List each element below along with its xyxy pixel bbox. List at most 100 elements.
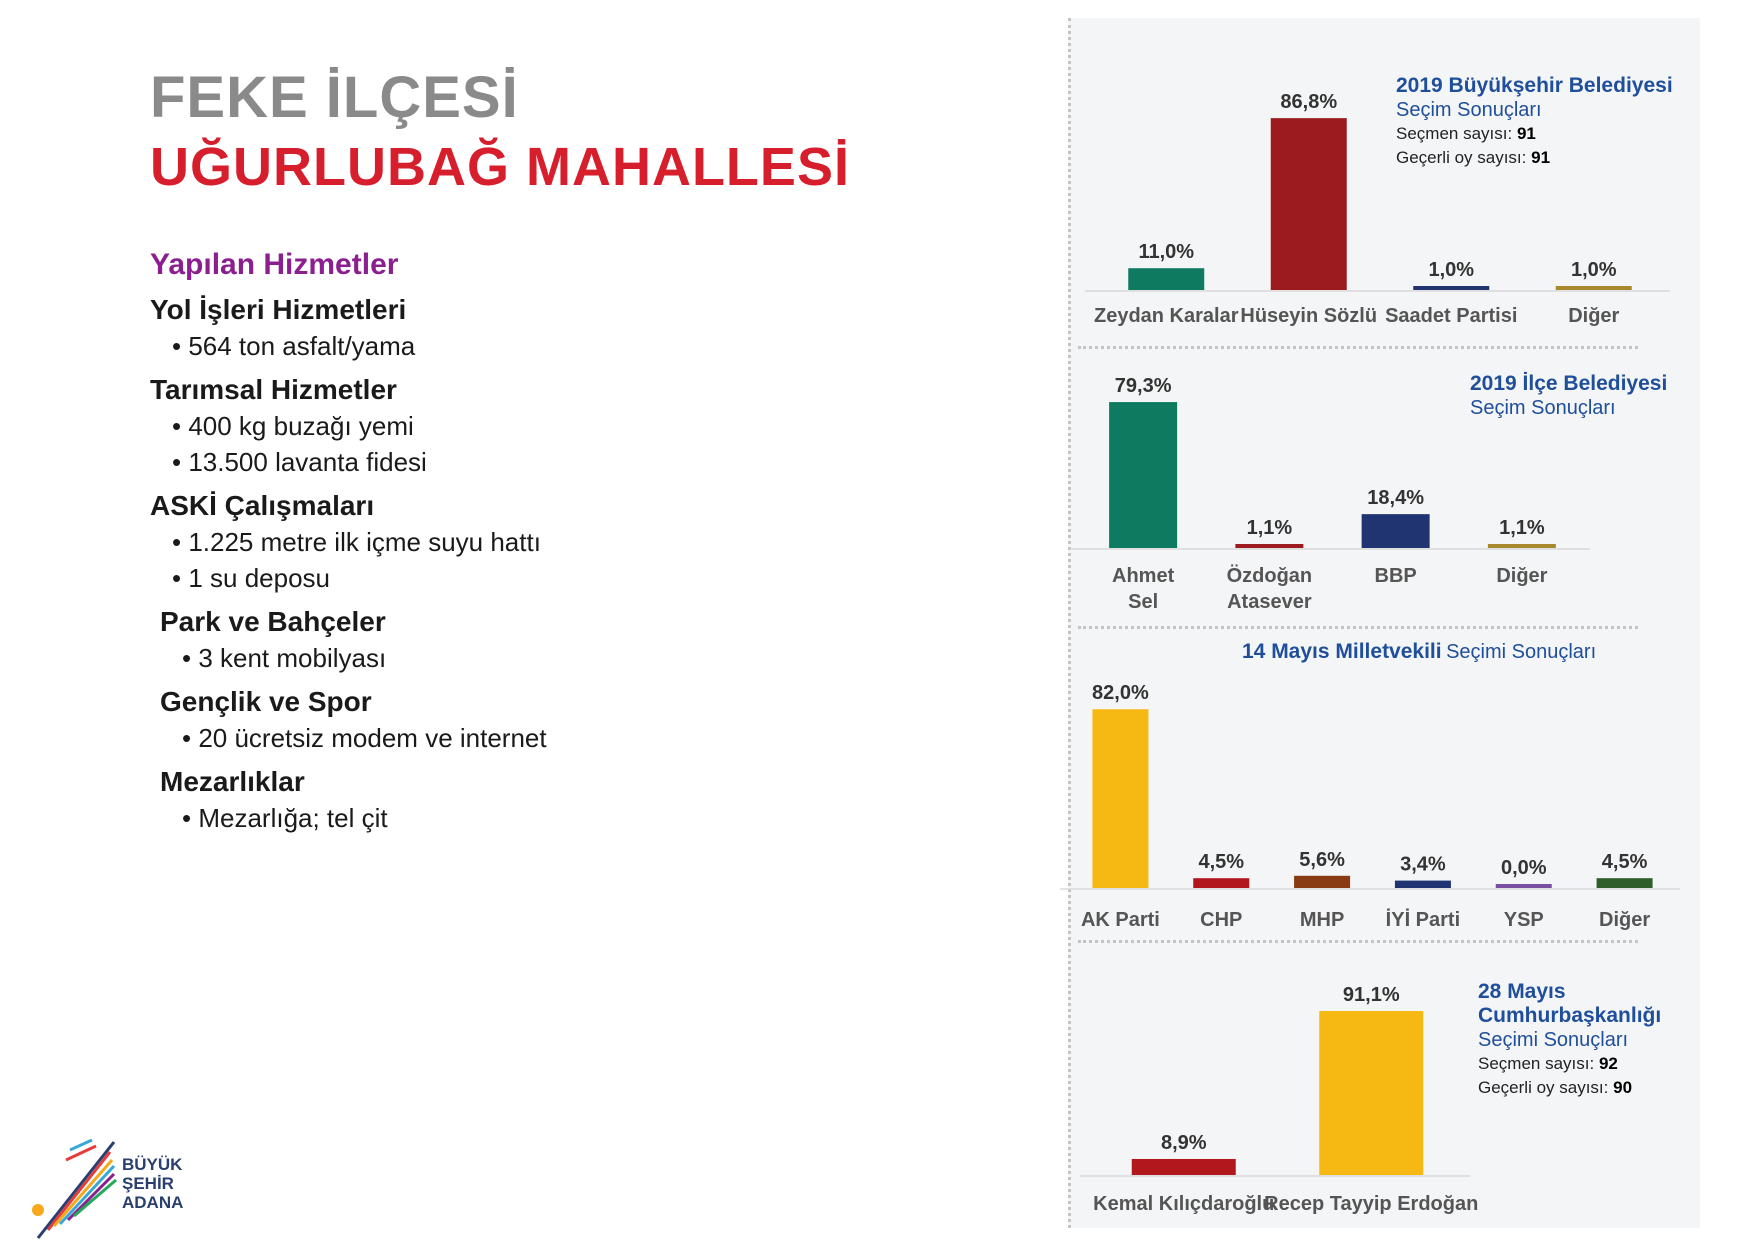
chart2-bar bbox=[1235, 544, 1304, 548]
service-item: 20 ücretsiz modem ve internet bbox=[182, 720, 850, 756]
services-list: Yapılan Hizmetler Yol İşleri Hizmetleri … bbox=[150, 248, 850, 846]
service-item: 400 kg buzağı yemi bbox=[172, 408, 850, 444]
chart3-category-label: AK Parti bbox=[1081, 909, 1160, 931]
chart2-category-label: Özdoğan Atasever bbox=[1227, 564, 1313, 613]
chart1-bar bbox=[1270, 118, 1347, 290]
chart1-category-label: Zeydan Karalar bbox=[1094, 305, 1239, 327]
service-item: 13.500 lavanta fidesi bbox=[172, 444, 850, 480]
chart1-category-label: Hüseyin Sözlü bbox=[1240, 305, 1377, 327]
chart-separator bbox=[1078, 346, 1638, 349]
chart4-bar bbox=[1319, 1011, 1424, 1175]
chart2-category-label: Ahmet Sel bbox=[1112, 565, 1175, 613]
chart4-subtitle: Seçimi Sonuçları bbox=[1478, 1029, 1629, 1051]
chart2-value-label: 79,3% bbox=[1115, 375, 1172, 397]
chart2-category-label: BBP bbox=[1375, 565, 1417, 587]
chart4-voters: Seçmen sayısı: 92 bbox=[1478, 1054, 1618, 1073]
service-item: 1 su deposu bbox=[172, 560, 850, 596]
chart1-subtitle: Seçim Sonuçları bbox=[1396, 99, 1542, 121]
district-title: FEKE İLÇESİ bbox=[150, 65, 519, 130]
service-section-agriculture: Tarımsal Hizmetler 400 kg buzağı yemi 13… bbox=[150, 374, 850, 480]
chart-separator bbox=[1078, 940, 1638, 943]
chart2-bar bbox=[1361, 514, 1430, 548]
chart2-value-label: 18,4% bbox=[1367, 487, 1424, 509]
logo-line-1: BÜYÜK bbox=[122, 1155, 183, 1174]
service-section-cemeteries: Mezarlıklar Mezarlığa; tel çit bbox=[160, 766, 850, 836]
service-item: Mezarlığa; tel çit bbox=[182, 800, 850, 836]
chart3-category-label: İYİ Parti bbox=[1386, 908, 1460, 931]
service-section-roads: Yol İşleri Hizmetleri 564 ton asfalt/yam… bbox=[150, 294, 850, 364]
chart1-category-label: Saadet Partisi bbox=[1385, 305, 1517, 327]
chart1-value-label: 11,0% bbox=[1138, 241, 1194, 263]
chart3-value-label: 5,6% bbox=[1299, 849, 1345, 871]
panel-divider bbox=[1068, 18, 1071, 1228]
chart3-category-label: Diğer bbox=[1599, 909, 1650, 931]
chart3-value-label: 4,5% bbox=[1602, 851, 1648, 873]
chart3-bar bbox=[1294, 875, 1351, 888]
service-section-title: Park ve Bahçeler bbox=[160, 606, 386, 637]
service-section-title: Yol İşleri Hizmetleri bbox=[150, 294, 407, 325]
logo-text: BÜYÜK ŞEHİR ADANA bbox=[122, 1155, 183, 1212]
chart3-bar bbox=[1495, 884, 1552, 888]
service-section-title: Tarımsal Hizmetler bbox=[150, 374, 397, 405]
chart2-title: 2019 İlçe Belediyesi bbox=[1470, 372, 1668, 395]
service-section-title: Gençlik ve Spor bbox=[160, 686, 372, 717]
chart2-info: 2019 İlçe Belediyesi Seçim Sonuçları bbox=[1470, 372, 1667, 420]
adana-logo bbox=[32, 1138, 117, 1239]
chart1-bar bbox=[1128, 268, 1205, 290]
chart3-bar bbox=[1193, 878, 1250, 888]
chart1-bar bbox=[1555, 286, 1632, 290]
service-item: 1.225 metre ilk içme suyu hattı bbox=[172, 524, 850, 560]
chart1-bar bbox=[1413, 286, 1490, 290]
chart3-value-label: 0,0% bbox=[1501, 857, 1547, 879]
service-section-parks: Park ve Bahçeler 3 kent mobilyası bbox=[160, 606, 850, 676]
chart1-value-label: 1,0% bbox=[1428, 259, 1474, 281]
chart3-bar bbox=[1092, 709, 1149, 888]
chart4-title-2: Cumhurbaşkanlığı bbox=[1478, 1004, 1662, 1027]
logo-stripes-icon bbox=[36, 1138, 117, 1239]
chart4-bar bbox=[1131, 1158, 1236, 1175]
chart1-category-label: Diğer bbox=[1568, 305, 1619, 327]
chart3-title: 14 Mayıs Milletvekili bbox=[1242, 640, 1442, 663]
chart3-value-label: 3,4% bbox=[1400, 854, 1446, 876]
chart2-bar bbox=[1109, 402, 1178, 548]
chart1-title: 2019 Büyükşehir Belediyesi bbox=[1396, 74, 1673, 97]
neighborhood-title: UĞURLUBAĞ MAHALLESİ bbox=[150, 137, 850, 197]
chart4-value-label: 91,1% bbox=[1343, 984, 1400, 1006]
chart1-info: 2019 Büyükşehir Belediyesi Seçim Sonuçla… bbox=[1396, 74, 1673, 170]
chart2-bar bbox=[1487, 544, 1556, 548]
chart3-bar bbox=[1394, 880, 1451, 888]
logo-emblem-icon bbox=[32, 1204, 44, 1216]
chart3-value-label: 4,5% bbox=[1198, 851, 1244, 873]
service-section-title: Mezarlıklar bbox=[160, 766, 305, 797]
chart2-subtitle: Seçim Sonuçları bbox=[1470, 397, 1616, 419]
chart3-value-label: 82,0% bbox=[1092, 682, 1149, 704]
service-item: 564 ton asfalt/yama bbox=[172, 328, 850, 364]
chart3-category-label: YSP bbox=[1504, 909, 1544, 931]
chart3-category-label: CHP bbox=[1200, 909, 1242, 931]
logo-line-2: ŞEHİR bbox=[122, 1174, 174, 1193]
logo-line-3: ADANA bbox=[122, 1193, 184, 1212]
chart1-voters: Seçmen sayısı: 91 bbox=[1396, 124, 1536, 143]
chart4-valid-votes: Geçerli oy sayısı: 90 bbox=[1478, 1078, 1633, 1097]
services-heading: Yapılan Hizmetler bbox=[150, 248, 399, 281]
chart4-category-label: Kemal Kılıçdaroğlu bbox=[1093, 1193, 1274, 1215]
chart2-category-label: Diğer bbox=[1496, 565, 1547, 587]
service-section-youth: Gençlik ve Spor 20 ücretsiz modem ve int… bbox=[160, 686, 850, 756]
service-section-title: ASKİ Çalışmaları bbox=[150, 490, 375, 521]
chart1-valid-votes: Geçerli oy sayısı: 91 bbox=[1396, 148, 1551, 167]
chart3-bar bbox=[1596, 878, 1653, 888]
chart4-title: 28 Mayıs bbox=[1478, 980, 1566, 1003]
chart3-subtitle: Seçimi Sonuçları bbox=[1446, 641, 1597, 663]
chart1-value-label: 1,0% bbox=[1571, 259, 1617, 281]
chart1-value-label: 86,8% bbox=[1280, 91, 1337, 113]
chart2-value-label: 1,1% bbox=[1499, 517, 1545, 539]
chart3-category-label: MHP bbox=[1300, 909, 1344, 931]
chart4-info: 28 Mayıs Cumhurbaşkanlığı Seçimi Sonuçla… bbox=[1478, 980, 1661, 1100]
chart3-info: 14 Mayıs Milletvekili Seçimi Sonuçları bbox=[1242, 640, 1596, 664]
chart-separator bbox=[1078, 626, 1638, 629]
service-item: 3 kent mobilyası bbox=[182, 640, 850, 676]
service-section-aski: ASKİ Çalışmaları 1.225 metre ilk içme su… bbox=[150, 490, 850, 596]
chart4-value-label: 8,9% bbox=[1161, 1132, 1207, 1154]
chart2-value-label: 1,1% bbox=[1247, 517, 1293, 539]
